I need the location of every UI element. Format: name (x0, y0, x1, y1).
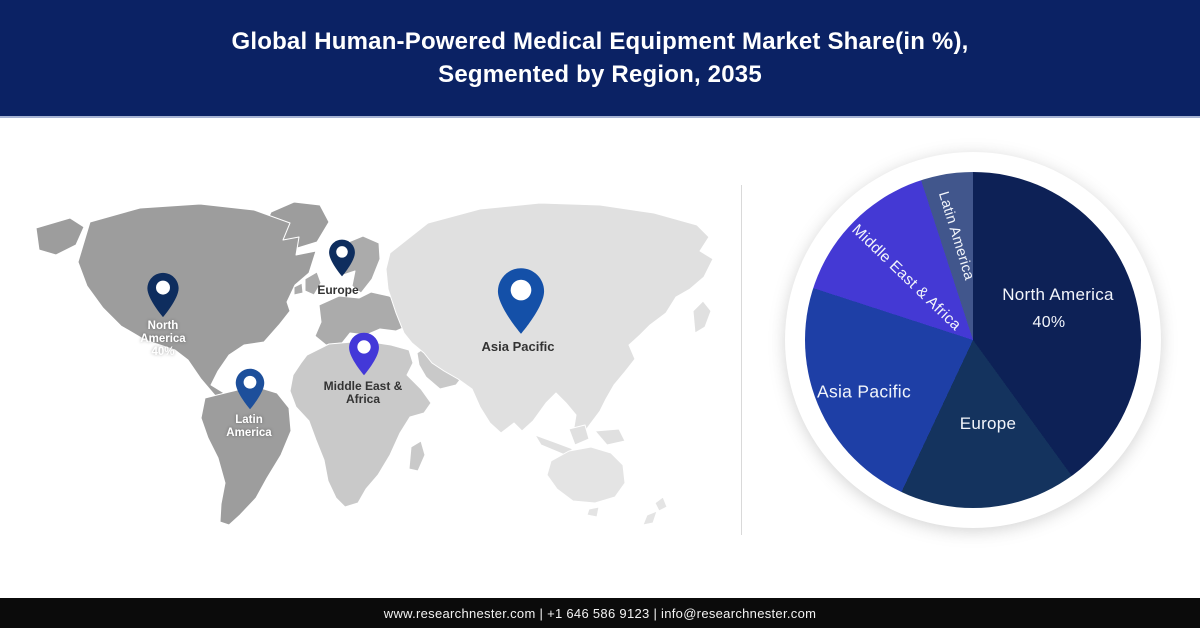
pin-shape (497, 268, 545, 334)
map-label-latin-america: Latin America (204, 414, 294, 440)
world-map: North America 40% Europe Latin America M… (28, 192, 740, 564)
map-label-line: Asia Pacific (481, 339, 555, 354)
map-label-line: North (147, 320, 179, 332)
pie-slice-label-asia-pacific: Asia Pacific (816, 381, 912, 402)
region-ireland (293, 282, 304, 296)
map-label-line: Latin (235, 414, 263, 426)
vertical-divider (741, 185, 742, 535)
pin-hole (336, 246, 348, 258)
pie-slice-value-north-america: 40% (1032, 314, 1066, 331)
map-label-asia-pacific: Asia Pacific (458, 339, 578, 355)
map-pin-middle-east-africa-icon (348, 332, 380, 376)
region-united-kingdom (304, 271, 322, 296)
map-label-line: America (140, 332, 186, 345)
map-label-europe: Europe (298, 283, 378, 297)
pie-slice-label-middle-east-africa: Middle East & Africa (848, 221, 965, 335)
pin-hole (357, 340, 371, 354)
footer-contact-text: www.researchnester.com | +1 646 586 9123… (383, 605, 817, 621)
world-map-svg (35, 201, 714, 526)
map-label-middle-east-africa: Middle East & Africa (303, 379, 423, 407)
continent-australia (546, 446, 626, 504)
map-pin-latin-america-icon (235, 368, 265, 410)
region-new-guinea (594, 428, 626, 446)
region-tasmania (586, 506, 600, 518)
region-japan (692, 300, 712, 334)
pie-chart: North America 40% Europe Asia Pacific Mi… (785, 152, 1161, 528)
map-pin-north-america-icon (146, 272, 180, 318)
pin-hole (510, 279, 532, 301)
continent-north-america (77, 203, 317, 400)
pin-shape (147, 272, 179, 318)
map-label-line: Africa (345, 392, 380, 407)
region-madagascar (408, 440, 426, 472)
map-pin-asia-pacific-icon (496, 267, 546, 335)
footer: www.researchnester.com | +1 646 586 9123… (0, 598, 1200, 628)
pin-shape (235, 368, 265, 410)
map-label-line: America (226, 426, 272, 439)
map-label-line: Europe (317, 283, 359, 297)
map-label-value: 40% (151, 345, 175, 358)
header: Global Human-Powered Medical Equipment M… (0, 0, 1200, 118)
region-borneo (568, 424, 590, 446)
pin-hole (156, 280, 170, 295)
map-label-line: Middle East & (323, 379, 403, 393)
pie-labels: North America 40% Europe Asia Pacific Mi… (805, 172, 1141, 508)
continent-europe (314, 291, 416, 346)
continent-south-america (200, 385, 292, 526)
page-title-line-1: Global Human-Powered Medical Equipment M… (231, 28, 969, 55)
continent-africa (289, 340, 432, 508)
pin-shape (349, 332, 379, 376)
map-pin-europe-icon (328, 239, 356, 277)
map-label-north-america: North America 40% (118, 320, 208, 359)
pin-hole (243, 375, 257, 389)
pie-slice-label-north-america: North America (1002, 285, 1114, 304)
pie-slice-label-europe: Europe (959, 414, 1017, 433)
continent-asia (385, 202, 714, 442)
pin-shape (329, 239, 355, 277)
continent-alaska (35, 217, 85, 256)
pie-slice-label-latin-america: Latin America (934, 189, 978, 283)
pie-disk (805, 172, 1141, 508)
page-title-line-2: Segmented by Region, 2035 (438, 61, 762, 88)
region-new-zealand (642, 496, 668, 526)
